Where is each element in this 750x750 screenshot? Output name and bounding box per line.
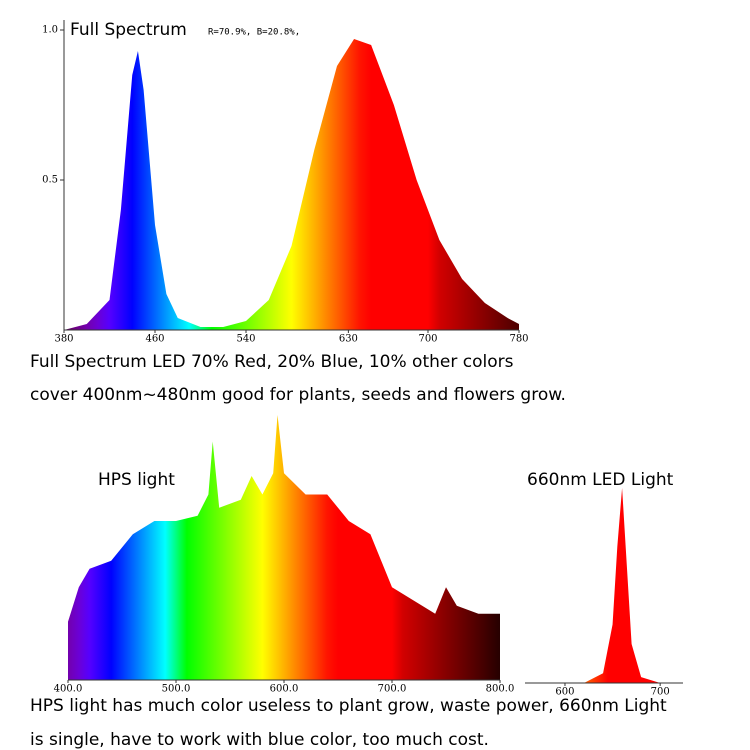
x-tick-label: 780 bbox=[509, 334, 528, 345]
caption: cover 400nm~480nm good for plants, seeds… bbox=[30, 385, 566, 405]
x-tick-label: 600.0 bbox=[270, 684, 299, 695]
x-tick-label: 700 bbox=[651, 687, 670, 698]
y-tick-label: 0.5 bbox=[42, 175, 58, 186]
x-tick-label: 600 bbox=[555, 687, 574, 698]
chart-title: 660nm LED Light bbox=[527, 470, 674, 490]
x-tick-label: 800.0 bbox=[486, 684, 515, 695]
x-tick-label: 700 bbox=[418, 334, 437, 345]
x-tick-label: 400.0 bbox=[54, 684, 83, 695]
chart-title: Full Spectrum bbox=[70, 20, 187, 40]
chart-subtitle: R=70.9%, B=20.8%, bbox=[208, 28, 300, 38]
spectrum-area bbox=[64, 39, 519, 330]
x-tick-label: 460 bbox=[145, 334, 164, 345]
x-tick-label: 380 bbox=[54, 334, 73, 345]
caption: HPS light has much color useless to plan… bbox=[30, 696, 667, 716]
caption: Full Spectrum LED 70% Red, 20% Blue, 10%… bbox=[30, 352, 514, 372]
caption: is single, have to work with blue color,… bbox=[30, 730, 489, 750]
x-tick-label: 700.0 bbox=[378, 684, 407, 695]
chart-title: HPS light bbox=[98, 470, 175, 490]
x-tick-label: 540 bbox=[236, 334, 255, 345]
spectrum-area bbox=[584, 488, 661, 683]
spectrum-area bbox=[68, 415, 500, 680]
x-tick-label: 500.0 bbox=[162, 684, 191, 695]
x-tick-label: 630 bbox=[339, 334, 358, 345]
y-tick-label: 1.0 bbox=[42, 25, 58, 36]
